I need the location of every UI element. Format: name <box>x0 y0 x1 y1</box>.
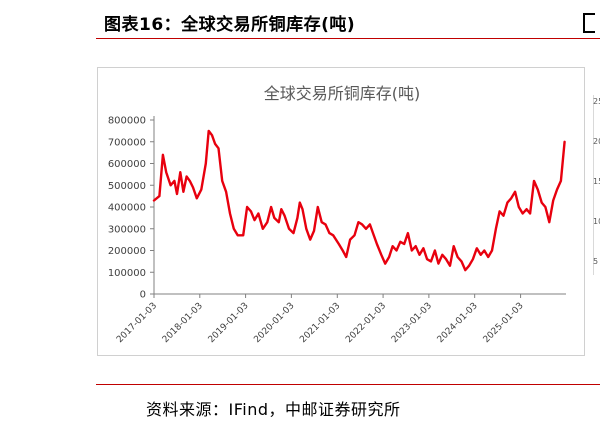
adjacent-figure-edge <box>583 13 595 33</box>
title-divider <box>96 38 600 39</box>
x-tick-label: 2018-01-03 <box>161 301 205 345</box>
y-tick-label: 600000 <box>108 159 146 170</box>
y-tick-label: 200000 <box>108 246 146 257</box>
x-tick-label: 2024-01-03 <box>436 301 480 345</box>
y-tick-label: 100000 <box>108 268 146 279</box>
y-axis: 0 100000 200000 300000 400000 500000 600000 700… <box>108 116 155 301</box>
chart-title: 全球交易所铜库存(吨) <box>264 84 421 103</box>
x-tick-label: 2025-01-03 <box>482 301 526 345</box>
x-tick-label: 2021-01-03 <box>298 301 342 345</box>
adjacent-chart-axis-line <box>593 95 600 275</box>
adjacent-tick-label: 10 <box>593 217 600 226</box>
x-tick-label: 2023-01-03 <box>390 301 434 345</box>
adjacent-tick-label: 5 <box>593 257 599 266</box>
y-tick-label: 800000 <box>108 116 146 127</box>
adjacent-chart-clip: 25 20 15 10 5 <box>593 95 600 275</box>
series-layer <box>152 129 566 272</box>
copper-inventory-line-chart: 全球交易所铜库存(吨) 0 100000 200000 300000 400000 500… <box>108 84 566 345</box>
x-tick-label: 2020-01-03 <box>252 301 296 345</box>
y-tick-label: 300000 <box>108 224 146 235</box>
y-tick-label: 500000 <box>108 181 146 192</box>
source-note: 资料来源：IFind，中邮证券研究所 <box>146 400 401 419</box>
chart-panel: 全球交易所铜库存(吨) 0 100000 200000 300000 400000 500… <box>97 67 585 356</box>
footer-divider <box>96 384 600 385</box>
y-tick-label: 400000 <box>108 203 146 214</box>
series-line-copper-inventory <box>152 129 566 272</box>
adjacent-tick-label: 25 <box>593 97 600 106</box>
x-axis: 2017-01-03 2018-01-03 2019-01-03 2020-01-03… <box>115 293 566 345</box>
figure-title: 图表16：全球交易所铜库存(吨) <box>104 15 356 35</box>
x-tick-label: 2019-01-03 <box>207 301 251 345</box>
y-tick-label: 0 <box>140 290 146 301</box>
adjacent-tick-label: 15 <box>593 177 600 186</box>
adjacent-tick-label: 20 <box>593 137 600 146</box>
x-tick-label: 2017-01-03 <box>115 301 159 345</box>
y-tick-label: 700000 <box>108 137 146 148</box>
x-tick-label: 2022-01-03 <box>344 301 388 345</box>
